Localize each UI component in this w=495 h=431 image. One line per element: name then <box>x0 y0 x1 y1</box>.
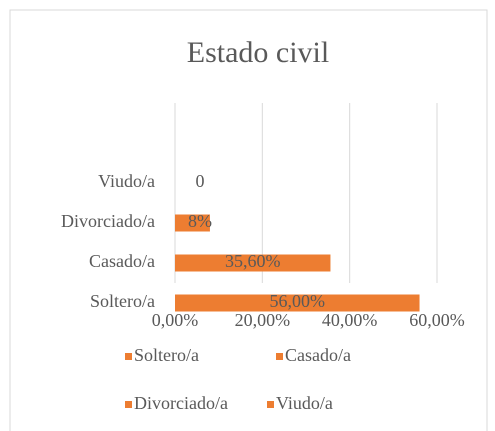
data-label: 8% <box>188 211 212 231</box>
y-tick-label: Divorciado/a <box>61 211 155 231</box>
bar <box>175 214 210 232</box>
bar <box>175 294 420 312</box>
legend-label: Casado/a <box>285 345 351 365</box>
y-tick-label: Soltero/a <box>90 291 155 311</box>
chart-frame <box>9 9 488 431</box>
chart-title: Estado civil <box>187 36 329 69</box>
legend-swatch <box>276 353 283 360</box>
x-tick-label: 60,00% <box>409 310 465 330</box>
data-label: 56,00% <box>270 291 326 311</box>
y-tick-label: Casado/a <box>89 251 155 271</box>
data-label: 0 <box>196 171 205 191</box>
legend-swatch <box>125 353 132 360</box>
legend-swatch <box>267 401 274 408</box>
legend-label: Viudo/a <box>276 393 333 413</box>
bar <box>175 254 331 272</box>
legend-label: Soltero/a <box>134 345 199 365</box>
x-tick-label: 20,00% <box>235 310 291 330</box>
x-tick-label: 0,00% <box>152 310 199 330</box>
legend-label: Divorciado/a <box>134 393 228 413</box>
legend-swatch <box>125 401 132 408</box>
y-tick-label: Viudo/a <box>98 171 155 191</box>
x-tick-label: 40,00% <box>322 310 378 330</box>
data-label: 35,60% <box>225 251 281 271</box>
